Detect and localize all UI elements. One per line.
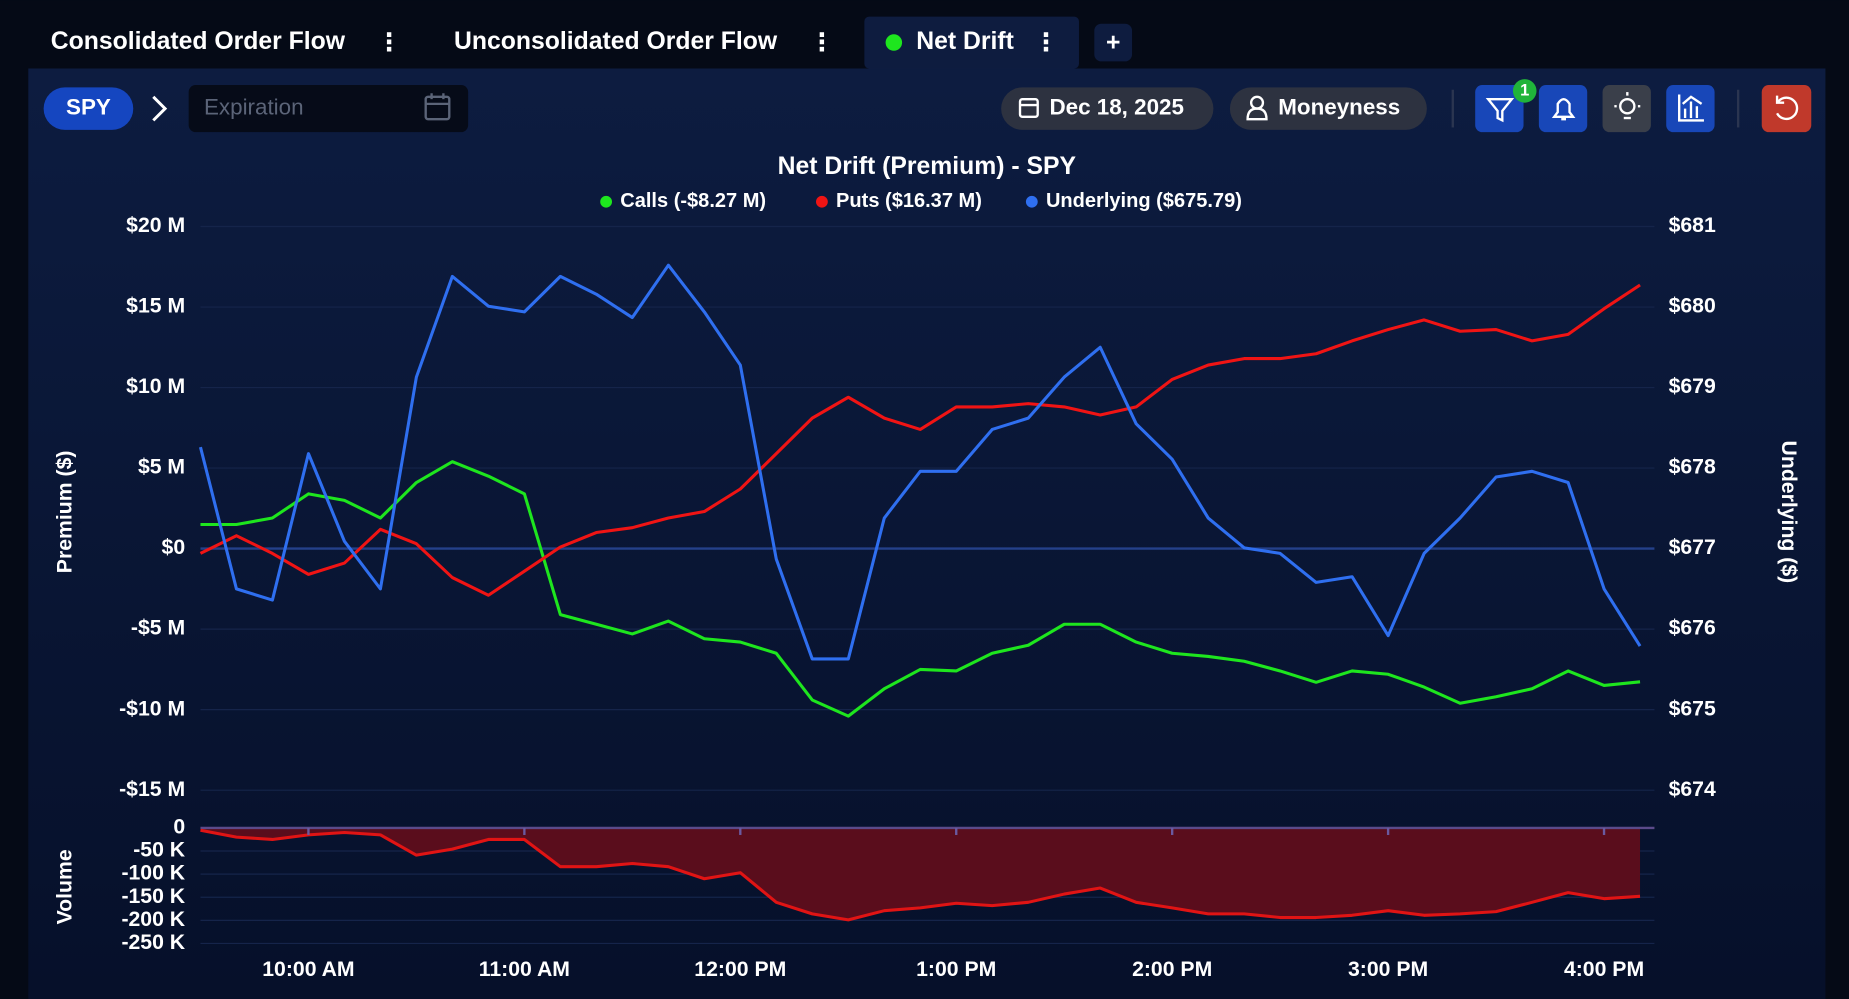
moneyness-pill[interactable] <box>1229 87 1427 130</box>
reset-button[interactable] <box>1761 85 1812 133</box>
volume-axis-label: Volume <box>54 849 77 924</box>
moneyness[interactable]: Moneyness <box>1278 95 1400 120</box>
filter-badge <box>1512 79 1537 103</box>
add-tab-button[interactable] <box>1094 23 1133 62</box>
y-tick-label: $5 M <box>138 456 185 479</box>
x-tick-label: 10:00 AM <box>262 958 354 981</box>
y2-tick-label: $679 <box>1669 375 1716 398</box>
tab-label[interactable]: Net Drift <box>916 28 1014 55</box>
filter-icon <box>1485 97 1515 123</box>
y-tick-label: -$10 M <box>119 697 185 720</box>
theme-button[interactable] <box>1602 85 1651 133</box>
y2-tick-label: $677 <box>1669 536 1716 559</box>
y-tick-label: $15 M <box>126 295 185 318</box>
chevron <box>152 95 168 122</box>
y2-tick-label: $675 <box>1669 697 1716 720</box>
y-tick-label: $20 M <box>126 214 185 237</box>
y2-axis-label: Underlying ($) <box>1777 441 1800 584</box>
symbol[interactable]: SPY <box>66 95 111 120</box>
add-tab-icon[interactable]: + <box>1106 29 1120 56</box>
tab-active[interactable]: Net Drift ⋮ <box>864 16 1079 69</box>
date[interactable]: Dec 18, 2025 <box>1049 95 1183 120</box>
y-tick-label: $10 M <box>126 375 185 398</box>
tab-background <box>864 16 1079 69</box>
y2-tick-label: $681 <box>1669 214 1716 237</box>
chart-title: Net Drift (Premium) - SPY <box>778 153 1077 180</box>
y-tick-label: -$15 M <box>119 778 185 801</box>
y-tick-label: -150 K <box>121 885 185 908</box>
user-icon <box>1246 95 1268 121</box>
calendar-icon <box>1018 97 1039 119</box>
y2-tick-label: $676 <box>1669 617 1716 640</box>
bell-icon <box>1551 98 1576 121</box>
series-line <box>198 263 1642 661</box>
tab-label[interactable]: Unconsolidated Order Flow <box>454 28 778 55</box>
legend-label: Puts ($16.37 M) <box>836 190 982 212</box>
y-axis-label: Premium ($) <box>54 451 77 574</box>
tab[interactable]: Unconsolidated Order Flow ⋮ <box>454 28 834 56</box>
live-dot <box>885 34 903 51</box>
x-tick-label: 3:00 PM <box>1348 958 1428 981</box>
legend-label: Underlying ($675.79) <box>1046 190 1242 212</box>
y-tick-label: -250 K <box>121 931 185 954</box>
y2-tick-label: $678 <box>1669 456 1716 479</box>
y-tick-label: -100 K <box>121 862 185 885</box>
legend-marker <box>1025 195 1038 208</box>
y-tick-label: -200 K <box>121 908 185 931</box>
tab-menu[interactable]: ⋮ <box>1034 29 1059 56</box>
tab-label[interactable]: Consolidated Order Flow <box>51 28 346 55</box>
bulb-icon <box>1614 92 1641 120</box>
y-tick-label: -50 K <box>133 839 186 862</box>
expiration-input[interactable] <box>188 85 469 133</box>
filter-badge-count: 1 <box>1520 81 1529 99</box>
y2-tick-label: $680 <box>1669 295 1716 318</box>
tab[interactable]: Consolidated Order Flow ⋮ <box>51 28 402 56</box>
y-tick-label: -$5 M <box>131 617 185 640</box>
x-tick-label: 2:00 PM <box>1132 958 1212 981</box>
y2-tick-label: $674 <box>1669 778 1716 801</box>
volume-line <box>200 828 1641 922</box>
x-tick-label: 12:00 PM <box>694 958 786 981</box>
calendar-icon[interactable] <box>424 93 451 121</box>
expiration-placeholder[interactable]: Expiration <box>204 95 304 120</box>
x-tick-label: 11:00 AM <box>479 958 570 981</box>
x-tick-label: 1:00 PM <box>916 958 996 981</box>
y-tick-label: 0 <box>173 816 185 839</box>
tab-menu[interactable]: ⋮ <box>810 29 835 56</box>
symbol-pill[interactable] <box>43 87 134 130</box>
series-line <box>200 460 1641 718</box>
filter-button[interactable] <box>1475 85 1524 133</box>
x-tick-label: 4:00 PM <box>1564 958 1644 981</box>
y-tick-label: $0 <box>162 536 186 559</box>
date-pill[interactable] <box>1001 87 1214 130</box>
volume-area <box>200 827 1641 920</box>
series-line <box>199 283 1641 597</box>
tab-menu[interactable]: ⋮ <box>377 29 402 56</box>
legend-marker <box>600 195 613 208</box>
alert-button[interactable] <box>1538 85 1588 133</box>
chart-icon <box>1678 94 1704 122</box>
legend-label: Calls (-$8.27 M) <box>620 190 766 212</box>
legend-marker <box>816 195 828 208</box>
reset-icon <box>1775 95 1799 121</box>
